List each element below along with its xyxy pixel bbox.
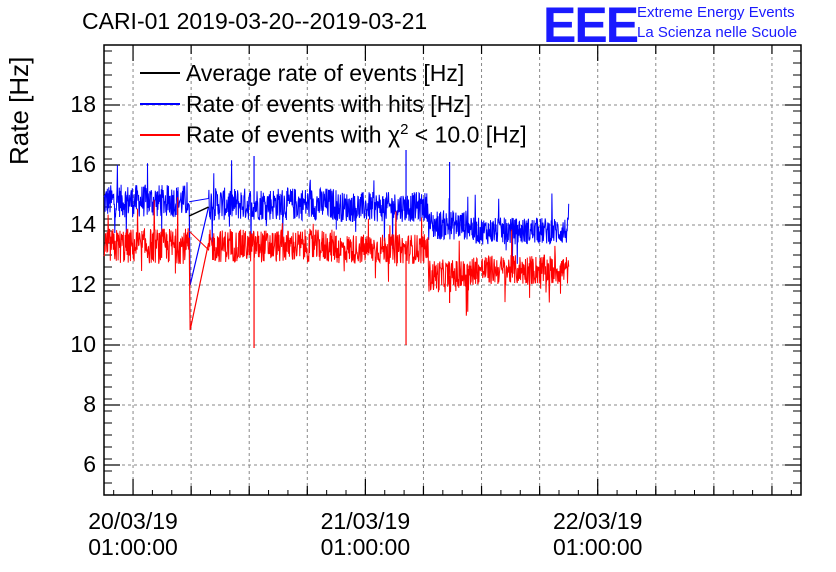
x-tick-time: 01:00:00: [552, 534, 643, 560]
average-line: [188, 206, 209, 217]
y-tick-label: 12: [70, 271, 96, 297]
x-tick-label: 21/03/19 01:00:00: [295, 508, 435, 560]
legend-swatch-black: [140, 72, 180, 74]
legend-entry-average: Average rate of events [Hz]: [140, 58, 464, 88]
series-line-part1: [103, 197, 190, 274]
y-tick-label: 16: [70, 151, 96, 177]
x-tick-date: 20/03/19: [88, 508, 178, 534]
y-tick-label: 6: [83, 451, 96, 477]
y-tick-label: 10: [70, 331, 96, 357]
series-line-part2: [189, 160, 570, 268]
x-tick-label: 20/03/19 01:00:00: [63, 508, 203, 560]
gap-connector: [188, 204, 210, 286]
legend-label-hits: Rate of events with hits [Hz]: [186, 90, 472, 117]
series-hits: [103, 150, 570, 286]
legend-swatch-red: [140, 134, 180, 136]
legend-swatch-blue: [140, 103, 180, 105]
chart-title: CARI-01 2019-03-20--2019-03-21: [82, 8, 428, 34]
x-tick-time: 01:00:00: [88, 534, 178, 560]
legend-entry-hits: Rate of events with hits [Hz]: [140, 89, 471, 119]
y-tick-label: 14: [70, 211, 96, 237]
x-tick-label: 22/03/19 01:00:00: [528, 508, 668, 560]
logo-subtitle-1: Extreme Energy Events: [637, 4, 795, 21]
series-average: [188, 206, 209, 217]
x-tick-time: 01:00:00: [320, 534, 411, 560]
y-tick-label: 18: [70, 91, 96, 117]
x-tick-date: 22/03/19: [552, 508, 643, 534]
eee-logo: EEE: [543, 0, 639, 53]
legend-label-average: Average rate of events [Hz]: [186, 59, 465, 86]
series-line-part2: [188, 211, 570, 316]
series-line-part1: [103, 163, 190, 238]
legend-entry-chi2: Rate of events with χ2 < 10.0 [Hz]: [140, 120, 527, 150]
plot-frame: [103, 44, 802, 496]
legend-label-chi2: Rate of events with χ2 < 10.0 [Hz]: [186, 121, 527, 148]
logo-subtitle-2: La Scienza nelle Scuole: [637, 24, 798, 41]
gap-connector: [188, 237, 210, 331]
y-tick-label: 8: [83, 391, 96, 417]
y-axis-label: Rate [Hz]: [4, 56, 34, 165]
x-tick-date: 21/03/19: [320, 508, 411, 534]
series-chi2: [103, 197, 570, 348]
